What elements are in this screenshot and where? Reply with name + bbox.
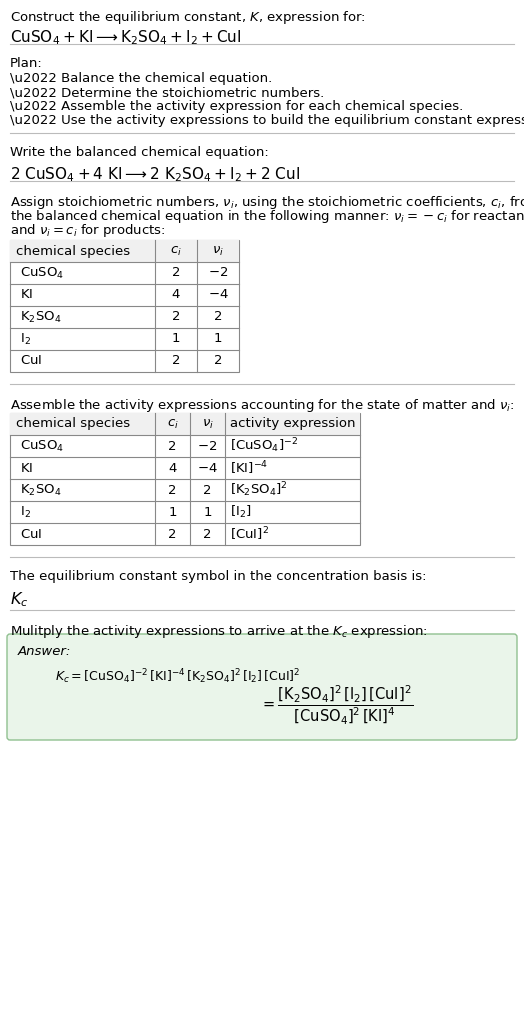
Text: Assemble the activity expressions accounting for the state of matter and $\nu_i$: Assemble the activity expressions accoun…: [10, 397, 515, 414]
Text: 2: 2: [172, 266, 180, 280]
Text: 2: 2: [214, 310, 222, 323]
Text: The equilibrium constant symbol in the concentration basis is:: The equilibrium constant symbol in the c…: [10, 570, 427, 583]
Text: \u2022 Balance the chemical equation.: \u2022 Balance the chemical equation.: [10, 72, 272, 85]
Text: \u2022 Use the activity expressions to build the equilibrium constant expression: \u2022 Use the activity expressions to b…: [10, 114, 524, 127]
Text: 2: 2: [168, 483, 177, 496]
Text: $\mathrm{I_2}$: $\mathrm{I_2}$: [20, 332, 31, 347]
Text: $-2$: $-2$: [198, 439, 217, 453]
Text: $= \dfrac{[\mathrm{K_2SO_4}]^{2}\,[\mathrm{I_2}]\,[\mathrm{CuI}]^{2}}{[\mathrm{C: $= \dfrac{[\mathrm{K_2SO_4}]^{2}\,[\math…: [260, 683, 413, 727]
Text: 4: 4: [168, 462, 177, 475]
Text: $\nu_i$: $\nu_i$: [212, 244, 224, 257]
Text: 2: 2: [203, 483, 212, 496]
Text: $K_c = [\mathrm{CuSO_4}]^{-2}\,[\mathrm{KI}]^{-4}\,[\mathrm{K_2SO_4}]^{2}\,[\mat: $K_c = [\mathrm{CuSO_4}]^{-2}\,[\mathrm{…: [55, 667, 301, 686]
Text: $-4$: $-4$: [197, 462, 218, 475]
Text: $\nu_i$: $\nu_i$: [202, 417, 213, 430]
Text: $-4$: $-4$: [208, 289, 228, 301]
Text: Plan:: Plan:: [10, 57, 43, 70]
Text: 2: 2: [214, 355, 222, 367]
Text: $\mathrm{KI}$: $\mathrm{KI}$: [20, 289, 33, 301]
Text: $\mathrm{2\ CuSO_4 + 4\ KI \longrightarrow 2\ K_2SO_4 + I_2 + 2\ CuI}$: $\mathrm{2\ CuSO_4 + 4\ KI \longrightarr…: [10, 165, 300, 184]
Text: $[\mathrm{K_2SO_4}]^{2}$: $[\mathrm{K_2SO_4}]^{2}$: [230, 481, 288, 499]
Text: $c_i$: $c_i$: [167, 417, 178, 430]
Text: Mulitply the activity expressions to arrive at the $K_c$ expression:: Mulitply the activity expressions to arr…: [10, 623, 428, 640]
Text: $K_c$: $K_c$: [10, 590, 28, 609]
Text: $\mathrm{CuSO_4}$: $\mathrm{CuSO_4}$: [20, 438, 64, 454]
Text: $[\mathrm{CuI}]^{2}$: $[\mathrm{CuI}]^{2}$: [230, 525, 269, 543]
Text: 4: 4: [172, 289, 180, 301]
Text: chemical species: chemical species: [16, 418, 130, 430]
Text: $\mathrm{K_2SO_4}$: $\mathrm{K_2SO_4}$: [20, 309, 61, 324]
Text: $-2$: $-2$: [208, 266, 228, 280]
Text: 1: 1: [172, 333, 180, 346]
Bar: [10, 240, 239, 372]
Text: $c_i$: $c_i$: [170, 244, 182, 257]
Bar: [10, 413, 360, 435]
Text: 2: 2: [168, 528, 177, 540]
Text: and $\nu_i = c_i$ for products:: and $\nu_i = c_i$ for products:: [10, 222, 166, 239]
Text: 1: 1: [168, 505, 177, 519]
Text: 2: 2: [168, 439, 177, 453]
Text: $\mathrm{I_2}$: $\mathrm{I_2}$: [20, 504, 31, 520]
Text: $[\mathrm{CuSO_4}]^{-2}$: $[\mathrm{CuSO_4}]^{-2}$: [230, 436, 298, 456]
Text: chemical species: chemical species: [16, 244, 130, 257]
Text: Assign stoichiometric numbers, $\nu_i$, using the stoichiometric coefficients, $: Assign stoichiometric numbers, $\nu_i$, …: [10, 194, 524, 211]
Text: 2: 2: [172, 355, 180, 367]
Text: \u2022 Assemble the activity expression for each chemical species.: \u2022 Assemble the activity expression …: [10, 100, 463, 113]
Text: Write the balanced chemical equation:: Write the balanced chemical equation:: [10, 146, 269, 159]
Text: 1: 1: [214, 333, 222, 346]
Text: Answer:: Answer:: [18, 645, 71, 658]
Text: $\mathrm{CuSO_4}$: $\mathrm{CuSO_4}$: [20, 265, 64, 281]
Text: $[\mathrm{I_2}]$: $[\mathrm{I_2}]$: [230, 504, 252, 520]
Text: 2: 2: [172, 310, 180, 323]
FancyBboxPatch shape: [7, 634, 517, 740]
Text: $\mathrm{KI}$: $\mathrm{KI}$: [20, 462, 33, 475]
Text: 2: 2: [203, 528, 212, 540]
Text: Construct the equilibrium constant, $K$, expression for:: Construct the equilibrium constant, $K$,…: [10, 9, 366, 26]
Text: $[\mathrm{KI}]^{-4}$: $[\mathrm{KI}]^{-4}$: [230, 460, 268, 477]
Bar: [10, 240, 239, 262]
Text: 1: 1: [203, 505, 212, 519]
Text: $\mathrm{CuI}$: $\mathrm{CuI}$: [20, 528, 42, 540]
Text: activity expression: activity expression: [230, 418, 355, 430]
Text: $\mathrm{CuI}$: $\mathrm{CuI}$: [20, 355, 42, 367]
Text: \u2022 Determine the stoichiometric numbers.: \u2022 Determine the stoichiometric numb…: [10, 86, 324, 99]
Text: $\mathrm{CuSO_4 + KI \longrightarrow K_2SO_4 + I_2 + CuI}$: $\mathrm{CuSO_4 + KI \longrightarrow K_2…: [10, 28, 242, 47]
Text: the balanced chemical equation in the following manner: $\nu_i = -c_i$ for react: the balanced chemical equation in the fo…: [10, 208, 524, 225]
Text: $\mathrm{K_2SO_4}$: $\mathrm{K_2SO_4}$: [20, 482, 61, 497]
Bar: [10, 413, 360, 545]
